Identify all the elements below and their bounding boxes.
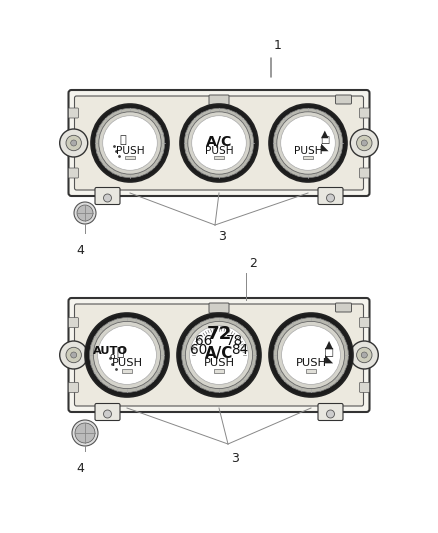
FancyBboxPatch shape bbox=[95, 188, 120, 205]
Text: 66: 66 bbox=[194, 334, 212, 348]
Circle shape bbox=[188, 112, 250, 174]
Bar bbox=[214, 369, 224, 373]
FancyBboxPatch shape bbox=[360, 168, 370, 178]
Text: ◣: ◣ bbox=[325, 353, 333, 364]
Text: ▲: ▲ bbox=[325, 340, 333, 350]
Text: PUSH: PUSH bbox=[111, 358, 142, 368]
Text: 3: 3 bbox=[218, 230, 226, 243]
Text: PUSH: PUSH bbox=[116, 146, 144, 156]
Text: 4: 4 bbox=[76, 244, 84, 257]
Bar bbox=[122, 369, 132, 373]
Text: PUSH: PUSH bbox=[203, 358, 235, 368]
Text: 4: 4 bbox=[76, 462, 84, 475]
FancyBboxPatch shape bbox=[336, 303, 352, 312]
Circle shape bbox=[185, 321, 253, 389]
Circle shape bbox=[184, 108, 254, 177]
Text: 78: 78 bbox=[226, 334, 244, 348]
Circle shape bbox=[60, 129, 88, 157]
Text: 3: 3 bbox=[231, 452, 239, 465]
Circle shape bbox=[277, 112, 339, 174]
Circle shape bbox=[182, 318, 256, 392]
Text: 🚗: 🚗 bbox=[116, 345, 123, 359]
Circle shape bbox=[90, 318, 164, 392]
FancyBboxPatch shape bbox=[68, 318, 78, 328]
Circle shape bbox=[361, 352, 367, 358]
Circle shape bbox=[60, 341, 88, 369]
Bar bbox=[303, 156, 313, 159]
Circle shape bbox=[361, 140, 367, 146]
Circle shape bbox=[192, 116, 246, 171]
Circle shape bbox=[102, 116, 157, 171]
Circle shape bbox=[282, 326, 340, 384]
Circle shape bbox=[74, 202, 96, 224]
Bar bbox=[214, 156, 224, 159]
Text: ◣: ◣ bbox=[321, 141, 329, 151]
Text: 72: 72 bbox=[206, 325, 232, 343]
Circle shape bbox=[91, 104, 169, 182]
FancyBboxPatch shape bbox=[360, 108, 370, 118]
Bar bbox=[125, 156, 135, 159]
FancyBboxPatch shape bbox=[68, 108, 78, 118]
FancyBboxPatch shape bbox=[360, 382, 370, 392]
Circle shape bbox=[274, 318, 348, 392]
FancyBboxPatch shape bbox=[68, 382, 78, 392]
Text: PUSH: PUSH bbox=[294, 146, 322, 156]
Circle shape bbox=[72, 420, 98, 446]
FancyBboxPatch shape bbox=[95, 403, 120, 421]
Circle shape bbox=[98, 326, 156, 384]
Text: o: o bbox=[110, 352, 115, 361]
Text: 60: 60 bbox=[190, 343, 207, 357]
FancyBboxPatch shape bbox=[68, 298, 370, 412]
FancyBboxPatch shape bbox=[318, 403, 343, 421]
Circle shape bbox=[273, 108, 343, 177]
Text: 1: 1 bbox=[274, 39, 282, 52]
Text: AUTO: AUTO bbox=[93, 345, 128, 356]
Text: ▲: ▲ bbox=[321, 128, 329, 139]
Text: □: □ bbox=[320, 135, 330, 145]
FancyBboxPatch shape bbox=[74, 304, 364, 406]
Circle shape bbox=[357, 135, 372, 151]
Circle shape bbox=[180, 104, 258, 182]
Bar bbox=[306, 369, 316, 373]
Circle shape bbox=[77, 205, 93, 221]
Circle shape bbox=[277, 321, 345, 389]
Circle shape bbox=[103, 194, 112, 202]
Circle shape bbox=[269, 313, 353, 397]
Circle shape bbox=[326, 194, 335, 202]
Text: 84: 84 bbox=[231, 343, 248, 357]
Circle shape bbox=[71, 140, 77, 146]
Circle shape bbox=[177, 313, 261, 397]
FancyBboxPatch shape bbox=[209, 303, 229, 313]
Circle shape bbox=[75, 423, 95, 443]
Circle shape bbox=[190, 326, 248, 384]
FancyBboxPatch shape bbox=[74, 96, 364, 190]
Text: A/C: A/C bbox=[206, 135, 232, 149]
Circle shape bbox=[71, 352, 77, 358]
Text: PUSH: PUSH bbox=[205, 146, 233, 156]
Text: A/C: A/C bbox=[205, 346, 233, 361]
Text: □: □ bbox=[324, 346, 334, 357]
Circle shape bbox=[357, 348, 372, 362]
Circle shape bbox=[326, 410, 335, 418]
Circle shape bbox=[103, 410, 112, 418]
Circle shape bbox=[281, 116, 336, 171]
Circle shape bbox=[350, 341, 378, 369]
Text: 🚗: 🚗 bbox=[120, 135, 127, 146]
FancyBboxPatch shape bbox=[209, 95, 229, 105]
Circle shape bbox=[99, 112, 161, 174]
Text: PUSH: PUSH bbox=[296, 358, 327, 368]
Circle shape bbox=[269, 104, 347, 182]
FancyBboxPatch shape bbox=[318, 188, 343, 205]
Text: 2: 2 bbox=[249, 257, 257, 270]
FancyBboxPatch shape bbox=[360, 318, 370, 328]
FancyBboxPatch shape bbox=[68, 168, 78, 178]
Circle shape bbox=[350, 129, 378, 157]
Circle shape bbox=[66, 348, 81, 362]
Circle shape bbox=[85, 313, 169, 397]
FancyBboxPatch shape bbox=[68, 90, 370, 196]
Circle shape bbox=[95, 108, 165, 177]
Circle shape bbox=[93, 321, 161, 389]
FancyBboxPatch shape bbox=[336, 95, 352, 104]
Circle shape bbox=[66, 135, 81, 151]
